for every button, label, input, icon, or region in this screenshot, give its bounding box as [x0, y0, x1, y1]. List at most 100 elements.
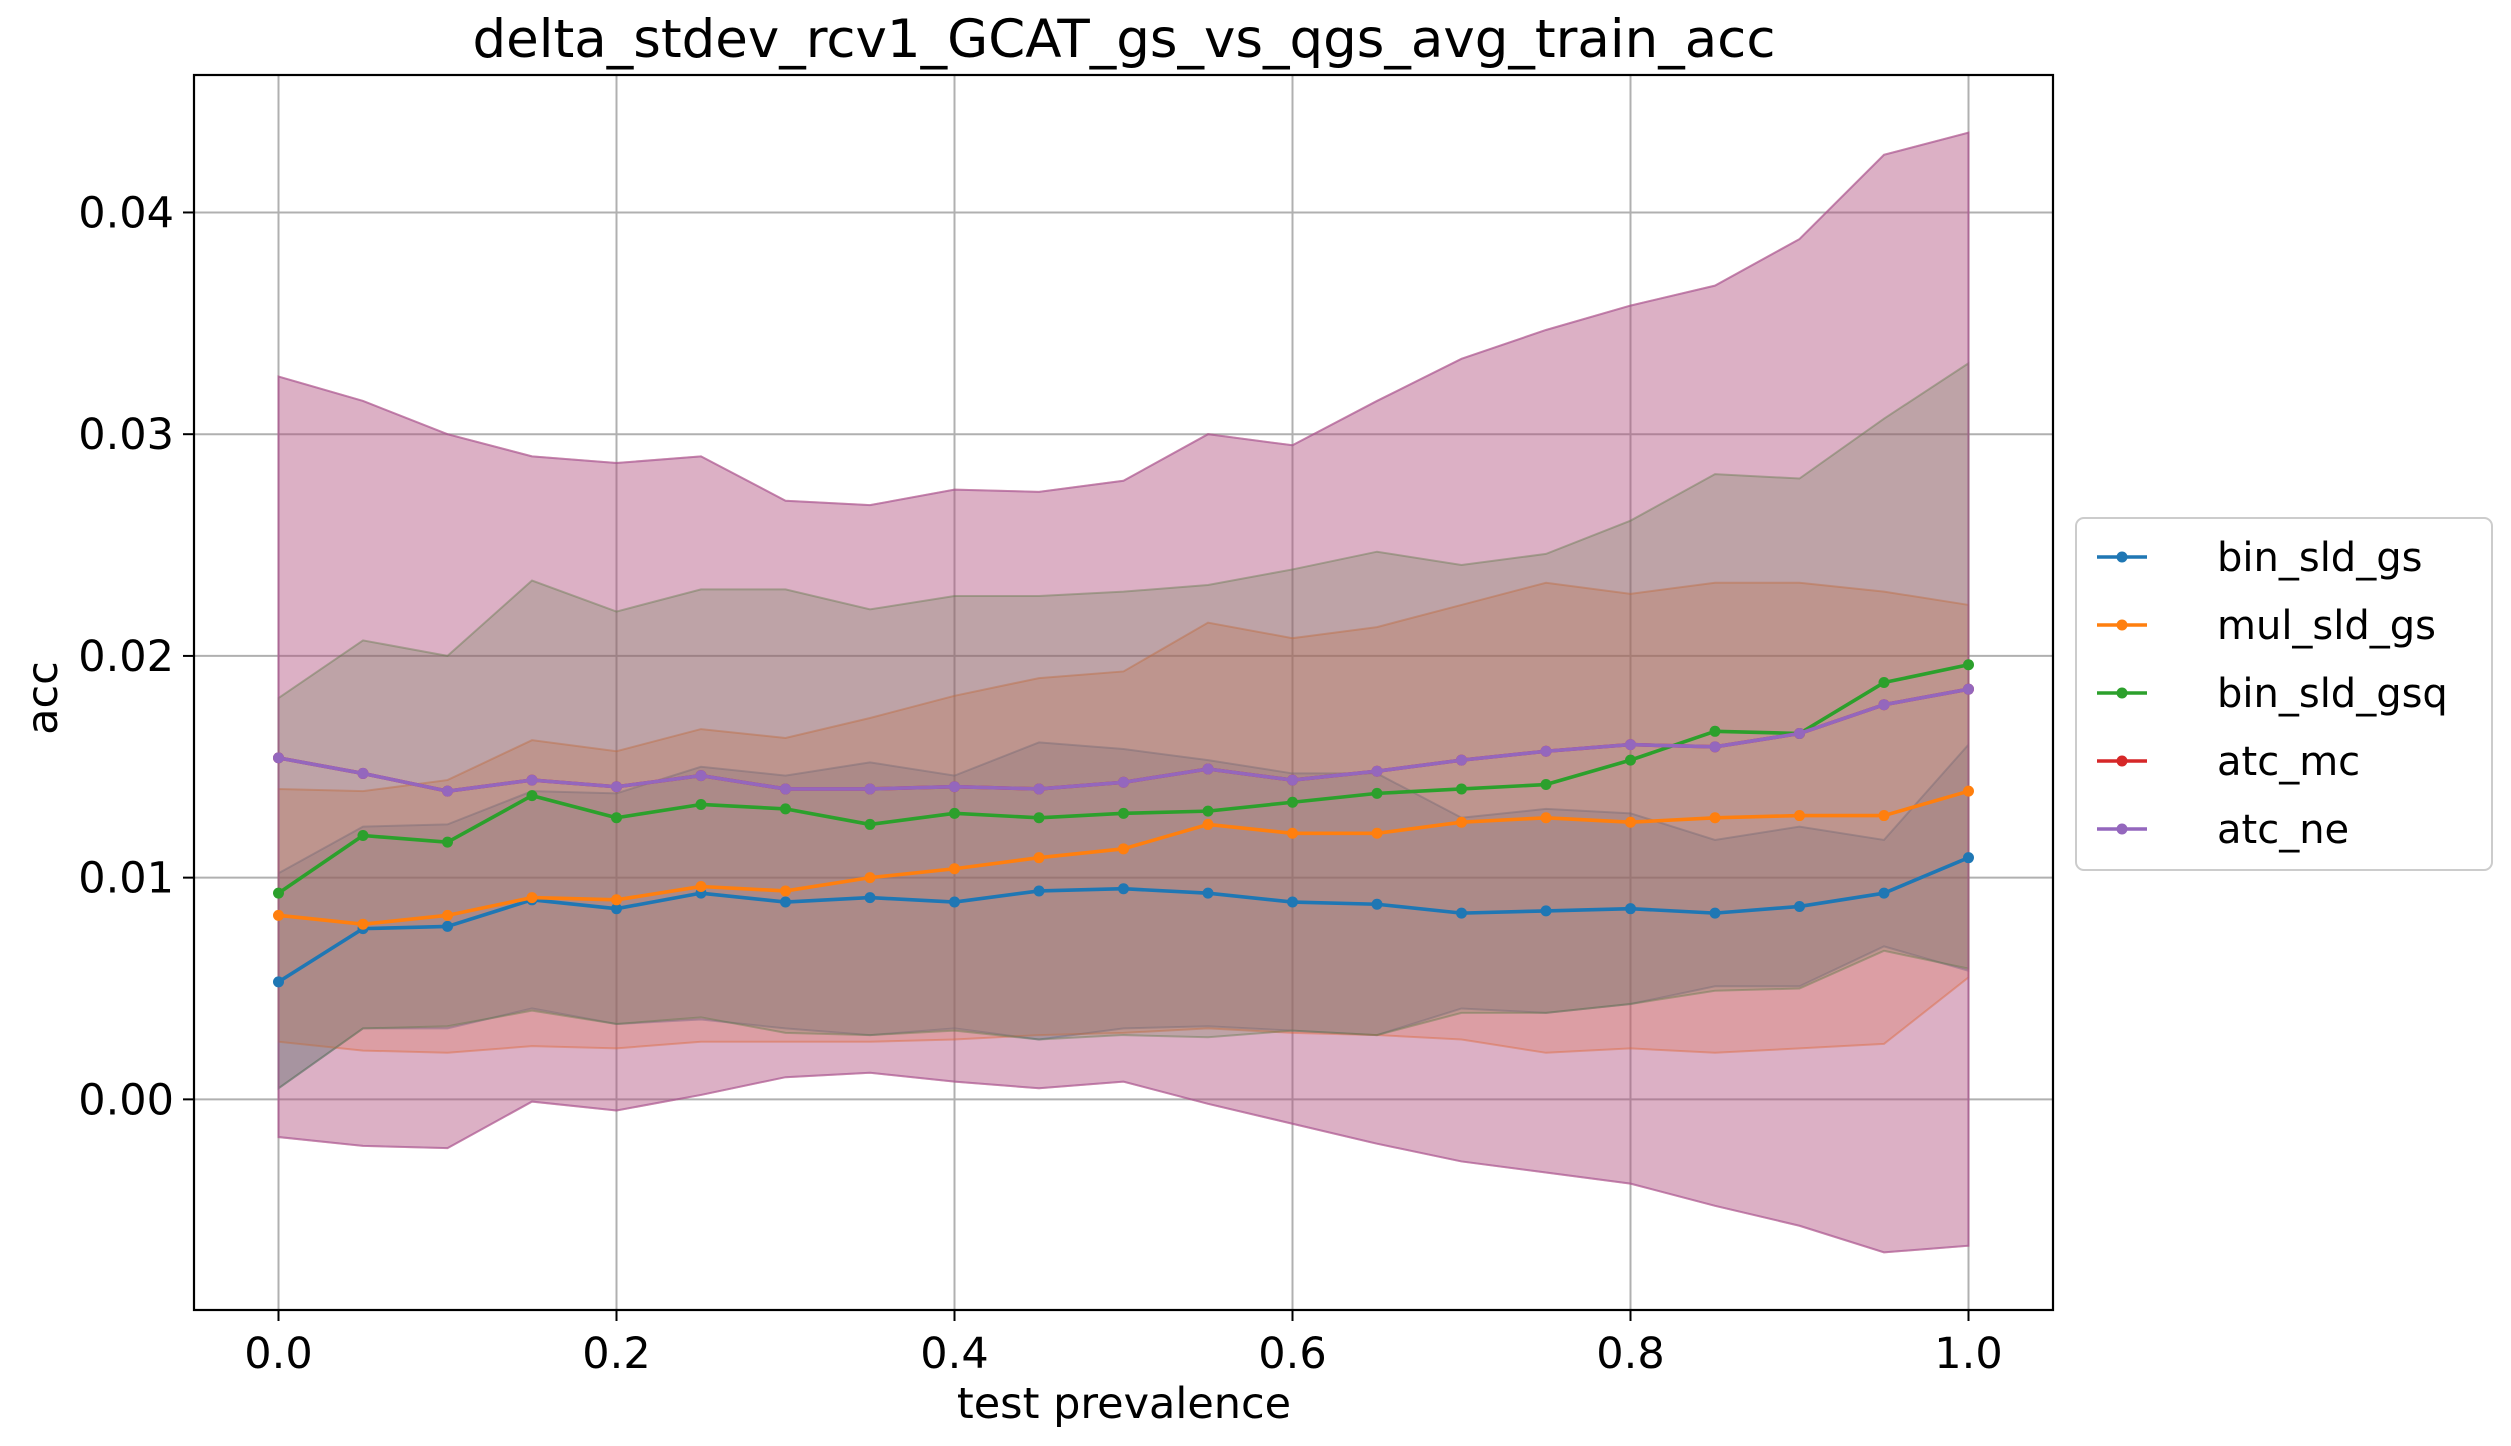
point-atc_ne-15: [1540, 745, 1552, 757]
y-axis-label: acc: [18, 661, 68, 735]
legend-marker-mul_sld_gs: [2116, 619, 2128, 631]
point-mul_sld_gs-10: [1118, 843, 1129, 855]
point-bin_sld_gsq-11: [1202, 805, 1214, 817]
point-bin_sld_gsq-1: [357, 830, 369, 842]
series-lines: [273, 659, 1974, 988]
point-atc_ne-11: [1202, 763, 1214, 775]
point-bin_sld_gsq-7: [864, 818, 876, 830]
point-bin_sld_gsq-12: [1287, 796, 1298, 808]
point-atc_ne-9: [1033, 783, 1045, 795]
point-bin_sld_gs-13: [1371, 898, 1383, 910]
point-atc_ne-12: [1287, 774, 1298, 786]
point-bin_sld_gsq-5: [695, 798, 707, 810]
point-bin_sld_gs-16: [1625, 903, 1636, 915]
point-bin_sld_gsq-8: [949, 807, 960, 819]
point-bin_sld_gsq-6: [780, 803, 791, 815]
series-bin_sld_gsq: [273, 659, 1974, 899]
band-atc_ne: [277, 131, 1970, 1254]
series-mul_sld_gs: [273, 785, 1974, 930]
point-atc_ne-2: [442, 785, 453, 797]
y-tick-label-0: 0.00: [78, 1075, 174, 1125]
x-axis-ticks: 0.0 0.2 0.4 0.6 0.8 1.0: [244, 1310, 2003, 1379]
point-bin_sld_gs-10: [1118, 883, 1129, 895]
legend-item-atc_ne: atc_ne: [2097, 807, 2349, 853]
legend-marker-atc_ne: [2116, 823, 2128, 835]
point-bin_sld_gs-20: [1963, 852, 1974, 864]
point-atc_ne-18: [1794, 728, 1805, 740]
series-atc_ne: [273, 683, 1974, 797]
x-tick-label-1: 0.2: [582, 1329, 650, 1379]
point-bin_sld_gsq-20: [1963, 659, 1974, 671]
point-bin_sld_gs-7: [864, 892, 876, 904]
legend-marker-bin_sld_gs: [2116, 551, 2128, 563]
legend-item-bin_sld_gs: bin_sld_gs: [2097, 535, 2422, 581]
point-atc_ne-16: [1625, 739, 1636, 751]
point-mul_sld_gs-7: [864, 872, 876, 884]
point-mul_sld_gs-1: [357, 918, 369, 930]
point-atc_ne-14: [1456, 754, 1467, 766]
legend-label-atc_ne: atc_ne: [2217, 807, 2349, 853]
point-atc_ne-20: [1963, 683, 1974, 695]
legend-label-mul_sld_gs: mul_sld_gs: [2217, 603, 2436, 649]
chart-title: delta_stdev_rcv1_GCAT_gs_vs_qgs_avg_trai…: [473, 9, 1776, 70]
point-bin_sld_gs-18: [1794, 900, 1805, 912]
x-tick-label-2: 0.4: [920, 1329, 988, 1379]
legend-label-bin_sld_gsq: bin_sld_gsq: [2217, 671, 2448, 717]
point-atc_ne-3: [526, 774, 538, 786]
y-tick-label-4: 0.04: [78, 188, 174, 238]
point-mul_sld_gs-8: [949, 863, 960, 875]
point-mul_sld_gs-0: [273, 909, 284, 921]
point-bin_sld_gsq-15: [1540, 779, 1552, 791]
x-tick-label-4: 0.8: [1596, 1329, 1664, 1379]
point-bin_sld_gs-4: [611, 903, 622, 915]
point-mul_sld_gs-9: [1033, 852, 1045, 864]
point-atc_ne-1: [357, 767, 369, 779]
point-mul_sld_gs-17: [1709, 812, 1721, 824]
legend: bin_sld_gs mul_sld_gs bin_sld_gsq atc_mcatc…: [2075, 517, 2493, 871]
y-tick-label-1: 0.01: [78, 854, 174, 904]
y-axis-ticks: 0.00 0.01 0.02 0.03 0.04: [78, 188, 194, 1125]
point-bin_sld_gs-9: [1033, 885, 1045, 897]
legend-item-bin_sld_gsq: bin_sld_gsq: [2097, 671, 2448, 717]
point-bin_sld_gsq-4: [611, 812, 622, 824]
point-atc_ne-19: [1878, 699, 1890, 711]
point-bin_sld_gs-11: [1202, 887, 1214, 899]
point-bin_sld_gsq-9: [1033, 812, 1045, 824]
point-atc_ne-8: [949, 781, 960, 793]
point-mul_sld_gs-2: [442, 909, 453, 921]
x-tick-label-3: 0.6: [1258, 1329, 1326, 1379]
legend-label-bin_sld_gs: bin_sld_gs: [2217, 535, 2422, 581]
point-mul_sld_gs-5: [695, 881, 707, 893]
point-atc_ne-17: [1709, 741, 1721, 753]
plot-area-frame: [192, 73, 2055, 1312]
point-bin_sld_gs-14: [1456, 907, 1467, 919]
point-bin_sld_gsq-19: [1878, 677, 1890, 689]
point-mul_sld_gs-18: [1794, 810, 1805, 822]
point-atc_ne-10: [1118, 776, 1129, 788]
x-tick-label-5: 1.0: [1934, 1329, 2002, 1379]
legend-marker-bin_sld_gsq: [2116, 687, 2128, 699]
point-bin_sld_gs-8: [949, 896, 960, 908]
legend-label-atc_mc: atc_mc: [2217, 739, 2360, 785]
point-bin_sld_gs-6: [780, 896, 791, 908]
point-atc_ne-0: [273, 752, 284, 764]
y-tick-label-2: 0.02: [78, 632, 174, 682]
legend-item-mul_sld_gs: mul_sld_gs: [2097, 603, 2436, 649]
point-mul_sld_gs-11: [1202, 818, 1214, 830]
error-bands: [277, 131, 1970, 1254]
point-bin_sld_gs-12: [1287, 896, 1298, 908]
point-mul_sld_gs-13: [1371, 827, 1383, 839]
point-mul_sld_gs-4: [611, 894, 622, 906]
point-atc_ne-5: [695, 770, 707, 782]
point-mul_sld_gs-6: [780, 885, 791, 897]
band-atc_mc: [277, 131, 1970, 1254]
point-mul_sld_gs-12: [1287, 827, 1298, 839]
point-bin_sld_gsq-17: [1709, 725, 1721, 737]
point-bin_sld_gsq-2: [442, 836, 453, 848]
band-bin_sld_gs: [277, 741, 1970, 1091]
point-bin_sld_gs-19: [1878, 887, 1890, 899]
point-mul_sld_gs-3: [526, 892, 538, 904]
point-bin_sld_gsq-3: [526, 790, 538, 802]
x-tick-label-0: 0.0: [244, 1329, 312, 1379]
point-bin_sld_gsq-13: [1371, 787, 1383, 799]
